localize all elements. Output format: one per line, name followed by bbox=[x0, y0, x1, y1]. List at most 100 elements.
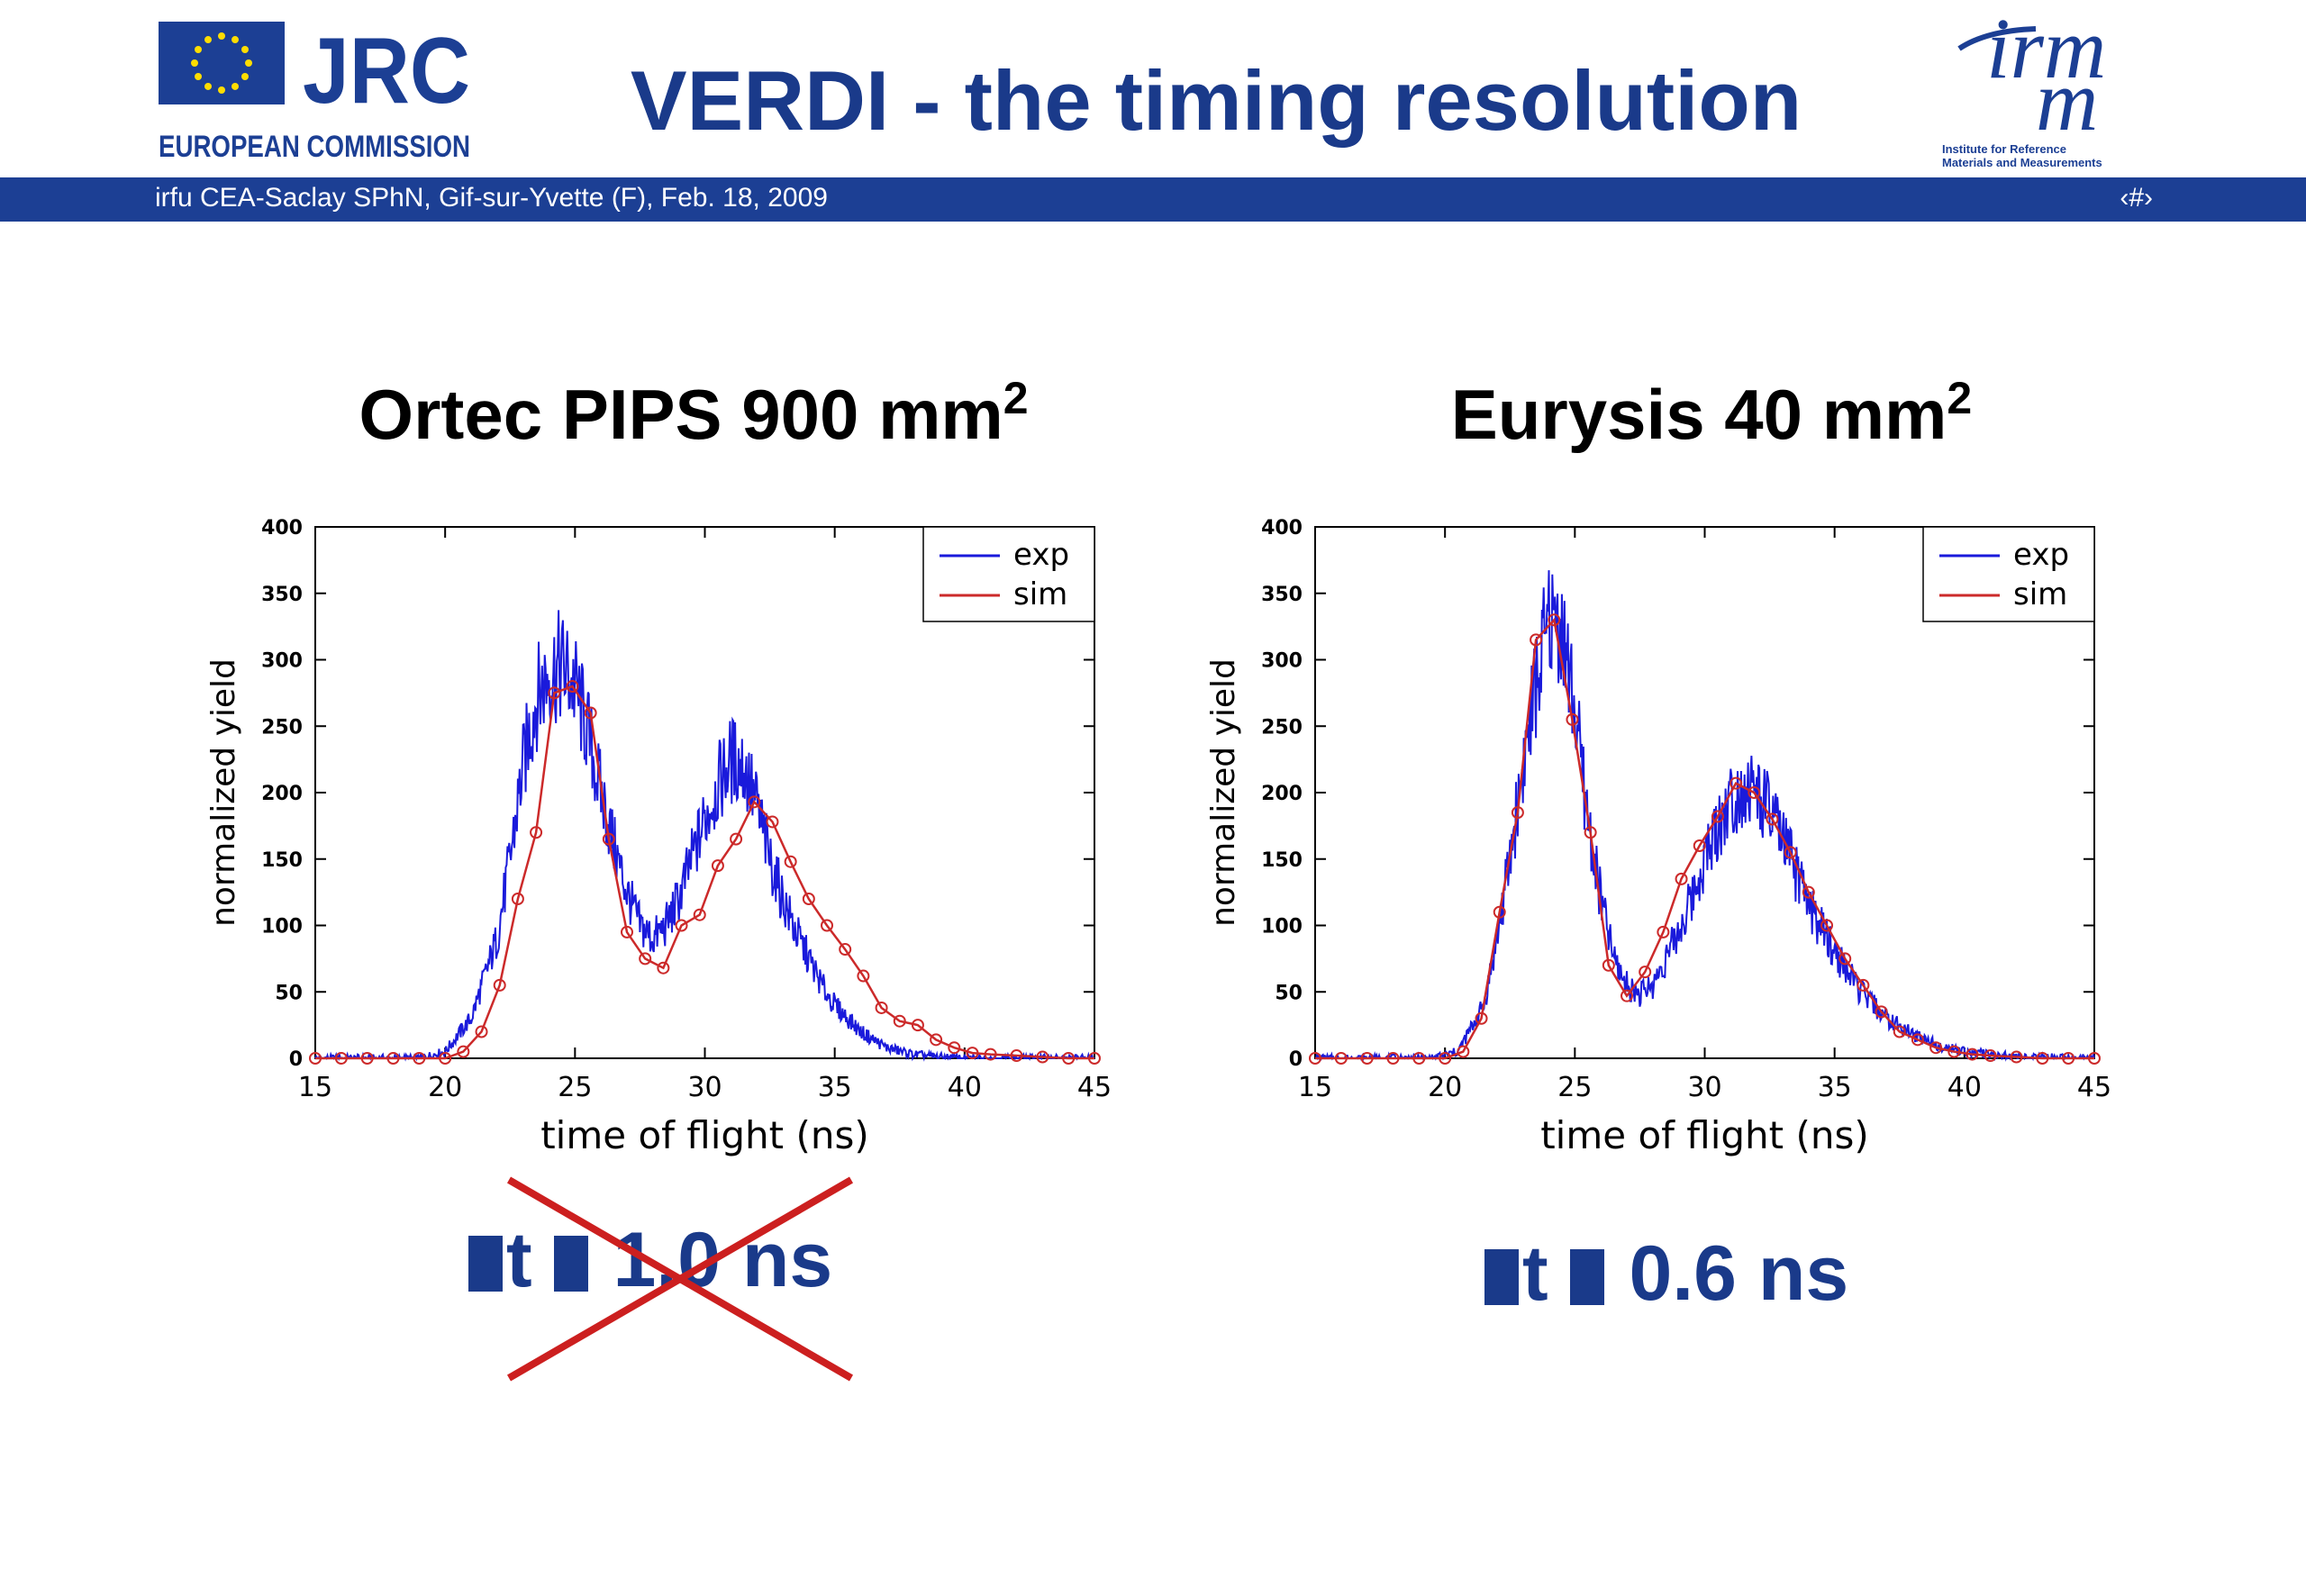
series-sim-point bbox=[966, 1047, 979, 1060]
series-sim-point bbox=[930, 1033, 943, 1047]
series-sim-point bbox=[766, 815, 779, 829]
series-sim-point bbox=[1947, 1045, 1961, 1058]
series-sim-point bbox=[2010, 1050, 2023, 1064]
series-sim-point bbox=[1875, 1005, 1888, 1019]
y-tick-label: 200 bbox=[1261, 783, 1303, 805]
series-sim-point bbox=[984, 1047, 997, 1061]
series-sim-point bbox=[530, 826, 543, 839]
irmm-logo-subtitle-2: Materials and Measurements bbox=[1942, 156, 2102, 169]
delta-glyph-icon bbox=[1484, 1249, 1519, 1305]
series-sim-point bbox=[602, 832, 615, 846]
series-sim-point bbox=[1766, 812, 1779, 826]
panel-title-right: Eurysis 40 mm2 bbox=[1288, 374, 2135, 456]
series-sim-point bbox=[1584, 826, 1597, 839]
y-tick-label: 300 bbox=[1261, 650, 1303, 673]
x-tick-label: 45 bbox=[1077, 1072, 1112, 1103]
resolution-left-symbol: t bbox=[506, 1217, 532, 1303]
series-sim-point bbox=[1412, 1052, 1426, 1065]
series-sim-point bbox=[2088, 1052, 2101, 1065]
panel-title-left-sup: 2 bbox=[1003, 373, 1029, 423]
series-sim-point bbox=[1911, 1033, 1924, 1047]
series-sim-point bbox=[675, 919, 688, 932]
series-sim-point bbox=[784, 855, 797, 868]
series-sim-point bbox=[1548, 613, 1561, 627]
series-exp-line bbox=[314, 610, 1095, 1062]
x-axis-label: time of flight (ns) bbox=[1540, 1113, 1869, 1157]
panel-title-left-text: Ortec PIPS 900 mm bbox=[359, 375, 1003, 454]
series-sim-point bbox=[413, 1052, 426, 1065]
series-sim-point bbox=[1621, 989, 1633, 1002]
series-sim-point bbox=[1711, 810, 1724, 823]
series-sim-point bbox=[1511, 806, 1524, 820]
jrc-logo-subtitle: EUROPEAN COMMISSION bbox=[159, 130, 470, 164]
series-sim-point bbox=[911, 1019, 924, 1032]
y-axis-label: normalized yield bbox=[205, 658, 242, 927]
jrc-logo-text: JRC bbox=[303, 22, 470, 123]
panel-title-right-sup: 2 bbox=[1947, 373, 1973, 423]
series-sim-point bbox=[2036, 1052, 2049, 1065]
resolution-right: t 0.6 ns bbox=[1484, 1229, 1848, 1319]
series-sim-point bbox=[1857, 978, 1870, 992]
series-sim-point bbox=[1062, 1052, 1076, 1065]
y-tick-label: 0 bbox=[1289, 1048, 1303, 1071]
x-tick-label: 30 bbox=[687, 1072, 722, 1103]
y-axis-label: normalized yield bbox=[1205, 658, 1242, 927]
series-sim-point bbox=[748, 795, 761, 809]
series-sim-point bbox=[1893, 1025, 1906, 1038]
series-sim-point bbox=[821, 919, 834, 932]
series-sim-point bbox=[893, 1014, 906, 1028]
irmm-logo: irm m Institute for Reference Materials … bbox=[1942, 7, 2106, 169]
legend-label-exp: exp bbox=[2013, 537, 2069, 573]
series-sim-point bbox=[475, 1025, 488, 1038]
legend-label-exp: exp bbox=[1013, 537, 1069, 573]
irmm-logo-subtitle-1: Institute for Reference bbox=[1942, 142, 2066, 156]
eu-star bbox=[232, 82, 239, 90]
series-sim-point bbox=[1657, 925, 1670, 939]
y-tick-label: 200 bbox=[261, 783, 303, 805]
series-sim-point bbox=[730, 832, 743, 846]
series-sim-point bbox=[1838, 952, 1852, 966]
series-sim-point bbox=[566, 680, 579, 693]
series-sim-point bbox=[948, 1041, 961, 1055]
chart-left: 15 20 25 30 35 40 45 0 50 100 150 200 250 300 350 400 ti… bbox=[205, 517, 1112, 1157]
series-sim-point bbox=[711, 859, 724, 873]
y-tick-label: 100 bbox=[261, 916, 303, 939]
series-sim-point bbox=[1530, 633, 1543, 647]
series-sim-point bbox=[857, 969, 870, 983]
irmm-logo-text-top: irm bbox=[1986, 7, 2106, 96]
series-sim-point bbox=[584, 706, 597, 720]
series-sim-point bbox=[1966, 1047, 1979, 1061]
eu-star bbox=[218, 86, 225, 94]
y-tick-label: 400 bbox=[261, 517, 303, 540]
series-sim-point bbox=[1566, 712, 1579, 726]
eu-star bbox=[245, 59, 252, 67]
series-sim-point bbox=[1748, 786, 1761, 799]
approx-glyph-icon bbox=[1569, 1249, 1604, 1305]
eu-star bbox=[195, 73, 203, 80]
y-tick-label: 100 bbox=[1261, 916, 1303, 939]
series-sim-point bbox=[1360, 1052, 1374, 1065]
series-sim-point bbox=[1475, 1011, 1488, 1025]
footer-text: irfu CEA-Saclay SPhN, Gif-sur-Yvette (F)… bbox=[155, 183, 828, 213]
resolution-right-symbol: t bbox=[1522, 1230, 1548, 1317]
chart-right: 15 20 25 30 35 40 45 0 50 100 150 200 250 300 350 400 ti… bbox=[1205, 517, 2111, 1157]
series-sim-point bbox=[693, 908, 706, 921]
series-sim-point bbox=[548, 686, 561, 700]
x-tick-label: 35 bbox=[1818, 1072, 1852, 1103]
series-sim-point bbox=[2062, 1052, 2075, 1065]
approx-glyph-icon bbox=[553, 1236, 588, 1292]
delta-glyph-icon bbox=[468, 1236, 503, 1292]
y-tick-label: 0 bbox=[289, 1048, 303, 1071]
page-number: ‹#› bbox=[2120, 183, 2153, 213]
x-axis-label: time of flight (ns) bbox=[540, 1113, 869, 1157]
x-tick-label: 15 bbox=[1298, 1072, 1332, 1103]
series-sim-point bbox=[1457, 1045, 1470, 1058]
eu-star bbox=[241, 73, 249, 80]
eu-star bbox=[191, 59, 198, 67]
series-sim-point bbox=[309, 1052, 322, 1065]
series-sim-point bbox=[1984, 1049, 1997, 1063]
x-tick-label: 30 bbox=[1687, 1072, 1721, 1103]
eu-star bbox=[232, 36, 239, 44]
x-tick-label: 20 bbox=[428, 1072, 462, 1103]
series-sim-point bbox=[1309, 1052, 1321, 1065]
